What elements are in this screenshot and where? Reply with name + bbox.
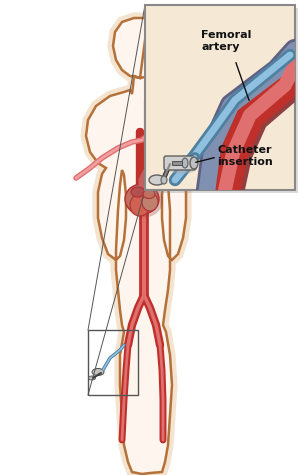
Ellipse shape xyxy=(149,175,165,185)
Ellipse shape xyxy=(88,376,95,380)
Ellipse shape xyxy=(182,158,188,168)
Ellipse shape xyxy=(167,160,197,174)
FancyBboxPatch shape xyxy=(145,5,295,190)
Ellipse shape xyxy=(92,369,104,376)
Ellipse shape xyxy=(143,190,155,199)
Ellipse shape xyxy=(125,182,163,218)
Text: Catheter
insertion: Catheter insertion xyxy=(217,145,273,167)
Polygon shape xyxy=(86,18,198,474)
Text: Femoral
artery: Femoral artery xyxy=(201,30,251,52)
Ellipse shape xyxy=(125,184,159,214)
FancyBboxPatch shape xyxy=(164,156,196,170)
Ellipse shape xyxy=(161,176,167,184)
Ellipse shape xyxy=(131,187,145,197)
Polygon shape xyxy=(86,18,198,474)
FancyBboxPatch shape xyxy=(148,8,298,193)
Ellipse shape xyxy=(190,157,198,169)
Ellipse shape xyxy=(130,194,150,216)
Ellipse shape xyxy=(142,193,158,211)
Bar xyxy=(88,330,138,395)
FancyBboxPatch shape xyxy=(172,161,182,165)
